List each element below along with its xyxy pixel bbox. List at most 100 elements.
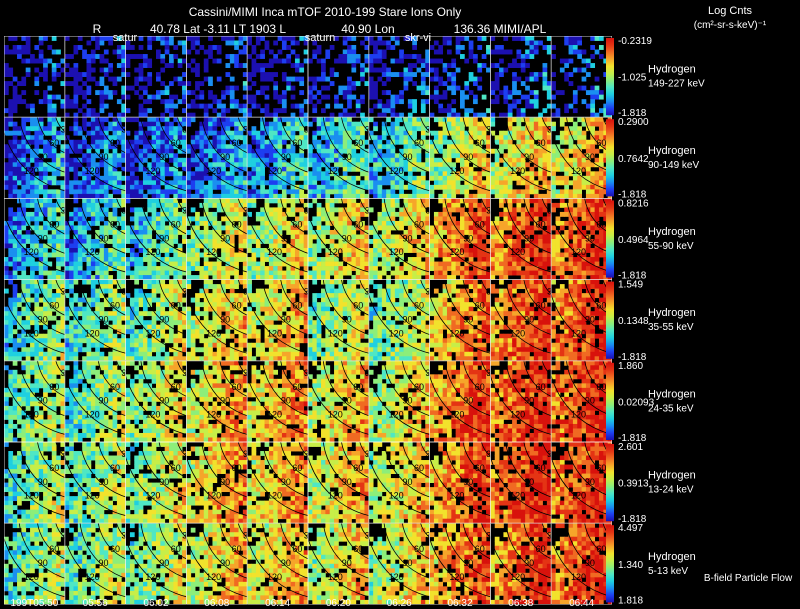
pixel [134, 166, 140, 172]
pixel [490, 85, 496, 91]
pixel [308, 58, 313, 64]
pixel [429, 153, 435, 159]
pixel [342, 257, 348, 262]
pixel [186, 112, 192, 118]
pixel [477, 180, 483, 186]
pixel [156, 220, 161, 226]
pixel [17, 81, 22, 87]
pixel [329, 266, 335, 271]
pixel [43, 72, 48, 77]
pixel [8, 248, 14, 253]
pixel [525, 99, 530, 105]
pixel [173, 270, 179, 276]
pixel [355, 252, 361, 258]
pixel [129, 148, 135, 154]
pixel [386, 239, 391, 244]
pixel [281, 58, 287, 64]
pixel [121, 54, 126, 59]
pixel [399, 252, 404, 258]
pixel [77, 76, 83, 82]
pixel [234, 193, 239, 199]
pixel [464, 211, 470, 217]
pixel [473, 130, 478, 136]
pixel [538, 157, 543, 163]
pixel [277, 49, 283, 55]
pixel [86, 193, 92, 199]
pixel [38, 72, 44, 77]
pixel [138, 234, 144, 240]
contour-label: 30 [486, 124, 496, 134]
pixel [416, 148, 422, 154]
image-frame [247, 36, 308, 118]
pixel [99, 184, 105, 190]
pixel [347, 184, 352, 190]
pixel [360, 198, 365, 204]
pixel [446, 117, 452, 123]
pixel [407, 139, 413, 145]
pixel [277, 36, 283, 41]
pixel [381, 270, 387, 276]
pixel [177, 266, 183, 271]
pixel [520, 189, 526, 195]
pixel [43, 252, 48, 258]
pixel [195, 225, 200, 231]
pixel [364, 153, 369, 159]
pixel [442, 36, 448, 41]
pixel [303, 261, 308, 267]
pixel [286, 229, 292, 235]
pixel [199, 144, 205, 150]
pixel [221, 180, 226, 186]
pixel [17, 166, 22, 172]
pixel [108, 266, 113, 271]
contour-label: 60 [414, 138, 424, 148]
pixel [316, 90, 322, 96]
pixel [308, 157, 313, 163]
pixel [242, 189, 248, 195]
pixel [151, 126, 157, 132]
pixel [199, 229, 205, 235]
pixel [394, 162, 400, 168]
pixel [177, 63, 183, 68]
pixel [234, 58, 239, 64]
pixel [260, 63, 265, 68]
pixel [468, 175, 474, 181]
pixel [490, 99, 496, 105]
pixel [351, 261, 357, 267]
pixel [603, 157, 609, 163]
pixel [147, 202, 153, 208]
pixel [34, 135, 40, 141]
pixel [572, 153, 578, 159]
pixel [225, 189, 231, 195]
pixel [420, 198, 426, 204]
pixel [86, 144, 92, 150]
pixel [577, 117, 582, 123]
pixel [299, 198, 305, 204]
pixel [268, 270, 274, 276]
spectrogram-panel: 3060901203060901203060901203060901203060… [4, 117, 699, 200]
pixel [412, 266, 417, 271]
pixel [355, 225, 361, 231]
pixel [455, 112, 461, 118]
pixel [99, 248, 105, 253]
pixel [34, 162, 40, 168]
pixel [551, 85, 556, 91]
pixel [516, 108, 522, 114]
pixel [329, 184, 335, 190]
pixel [585, 193, 591, 199]
pixel [399, 211, 404, 217]
pixel [390, 184, 396, 190]
pixel [251, 198, 257, 204]
pixel [347, 121, 352, 127]
pixel [516, 166, 522, 172]
pixel [425, 180, 430, 186]
pixel [347, 220, 352, 226]
pixel [433, 225, 439, 231]
pixel [169, 121, 174, 127]
pixel [425, 121, 430, 127]
pixel [494, 49, 500, 55]
pixel [112, 261, 118, 267]
pixel [17, 252, 22, 258]
pixel [386, 153, 391, 159]
pixel [377, 76, 383, 82]
